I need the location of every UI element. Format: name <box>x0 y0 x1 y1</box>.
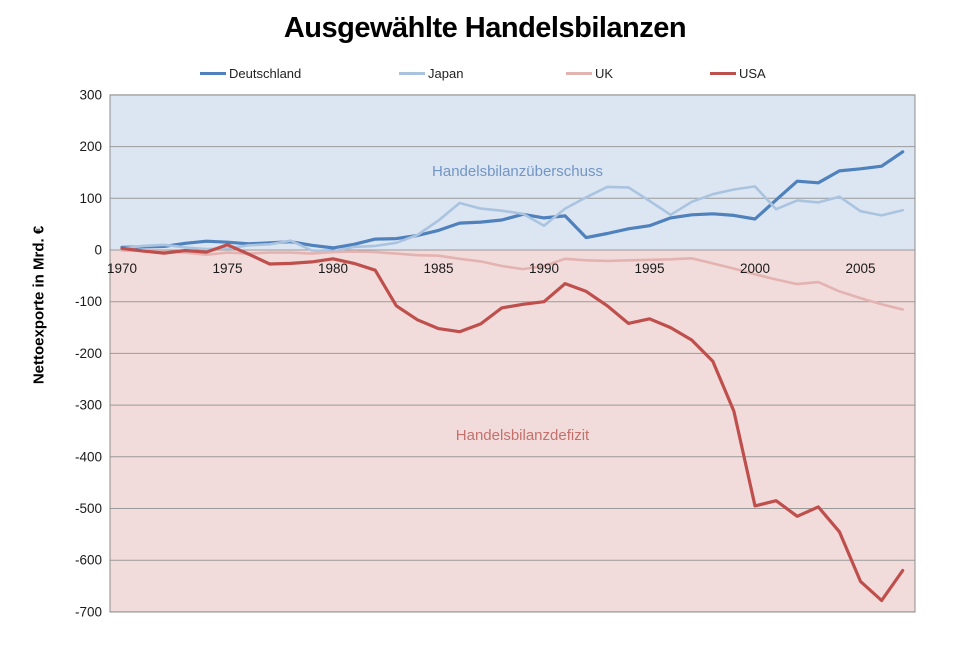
y-tick-label--100: -100 <box>75 294 102 309</box>
y-tick-label--400: -400 <box>75 449 102 464</box>
y-axis-title: Nettoexporte in Mrd. € <box>30 225 48 385</box>
y-tick-label-100: 100 <box>79 191 102 206</box>
legend-label: USA <box>739 65 766 81</box>
legend-swatch-deutschland <box>200 71 226 75</box>
y-tick-label--300: -300 <box>75 398 102 413</box>
legend-item-deutschland: Deutschland <box>200 64 301 82</box>
y-tick-label--700: -700 <box>75 604 102 619</box>
x-tick-label-1985: 1985 <box>423 261 453 276</box>
surplus-background <box>110 95 915 250</box>
x-tick-label-1995: 1995 <box>634 261 664 276</box>
y-tick-label-0: 0 <box>94 243 102 258</box>
y-tick-label--200: -200 <box>75 346 102 361</box>
y-tick-label-200: 200 <box>79 139 102 154</box>
y-tick-label-300: 300 <box>79 87 102 102</box>
legend-swatch-usa <box>710 71 736 75</box>
legend-item-usa: USA <box>710 64 766 82</box>
chart-legend: Deutschland Japan UK USA <box>0 64 970 82</box>
series-line-usa <box>120 243 905 603</box>
chart-title: Ausgewählte Handelsbilanzen <box>283 12 687 44</box>
deficit-background <box>110 250 915 612</box>
legend-label: Japan <box>428 65 464 81</box>
deficit-annotation: Handelsbilanzdefizit <box>455 427 590 444</box>
x-tick-label-1990: 1990 <box>529 261 559 276</box>
legend-label: UK <box>595 65 614 81</box>
x-tick-label-1975: 1975 <box>212 261 242 276</box>
y-tick-label--500: -500 <box>75 501 102 516</box>
series-line-uk <box>120 249 905 311</box>
x-tick-label-1980: 1980 <box>318 261 348 276</box>
y-tick-label--600: -600 <box>75 553 102 568</box>
series-line-japan <box>120 185 905 253</box>
series-line-deutschland <box>120 150 905 250</box>
legend-label: Deutschland <box>229 65 302 81</box>
legend-swatch-uk <box>566 71 592 75</box>
legend-item-uk: UK <box>566 64 613 82</box>
x-tick-label-2005: 2005 <box>845 261 875 276</box>
legend-item-japan: Japan <box>399 64 463 82</box>
plot-border <box>109 94 916 613</box>
legend-swatch-japan <box>399 71 425 75</box>
x-tick-label-1970: 1970 <box>107 261 137 276</box>
x-tick-label-2000: 2000 <box>740 261 770 276</box>
surplus-annotation: Handelsbilanzüberschuss <box>432 163 603 180</box>
